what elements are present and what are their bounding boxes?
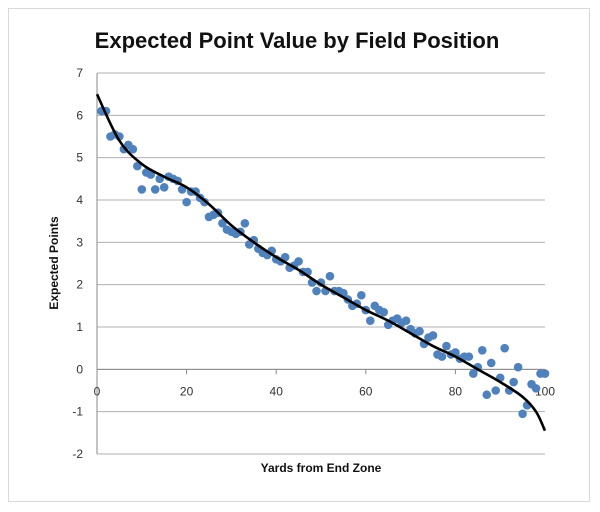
data-point — [486, 358, 496, 368]
data-point — [500, 343, 509, 353]
y-tick-label: 1 — [76, 320, 83, 334]
x-tick-label: 40 — [270, 384, 284, 398]
data-point — [182, 197, 191, 207]
data-point — [531, 384, 541, 393]
data-point — [159, 183, 169, 192]
y-tick-label: -2 — [72, 447, 83, 461]
y-axis-label: Expected Points — [47, 216, 61, 310]
x-tick-label: 20 — [180, 384, 194, 398]
data-point — [240, 218, 250, 228]
data-point — [325, 271, 335, 281]
y-tick-label: 2 — [76, 278, 83, 292]
x-tick-label: 0 — [94, 384, 101, 398]
x-axis-label: Yards from End Zone — [261, 461, 382, 475]
x-tick-label: 80 — [449, 384, 463, 398]
data-point — [415, 326, 424, 336]
data-point — [518, 409, 527, 419]
data-point — [137, 185, 147, 194]
data-point — [509, 377, 518, 387]
data-point — [540, 369, 550, 378]
y-tick-label: 4 — [76, 193, 83, 207]
y-tick-label: -1 — [72, 405, 83, 419]
data-point — [482, 390, 492, 400]
data-point — [428, 331, 438, 340]
data-point — [128, 144, 138, 154]
data-point — [491, 386, 501, 395]
data-point — [442, 341, 451, 351]
data-point — [401, 316, 411, 325]
data-point — [294, 257, 303, 266]
data-point — [312, 286, 321, 296]
data-point — [218, 218, 227, 228]
data-point — [469, 369, 478, 378]
chart-title: Expected Point Value by Field Position — [95, 28, 500, 53]
y-tick-label: 0 — [76, 362, 83, 376]
data-point — [464, 352, 474, 361]
data-point — [133, 161, 142, 171]
y-tick-label: 3 — [76, 235, 83, 249]
data-point — [280, 252, 290, 262]
chart-frame — [8, 8, 590, 502]
data-point — [513, 362, 523, 372]
data-point — [357, 290, 366, 300]
y-tick-label: 6 — [76, 108, 83, 122]
data-point — [150, 185, 160, 194]
data-point — [365, 316, 375, 325]
data-point — [477, 345, 487, 355]
trend-line — [95, 93, 547, 432]
data-point — [437, 352, 447, 361]
x-tick-label: 60 — [359, 384, 373, 398]
y-tick-label: 5 — [76, 151, 83, 165]
y-tick-label: 7 — [76, 66, 83, 80]
data-point — [379, 307, 389, 317]
